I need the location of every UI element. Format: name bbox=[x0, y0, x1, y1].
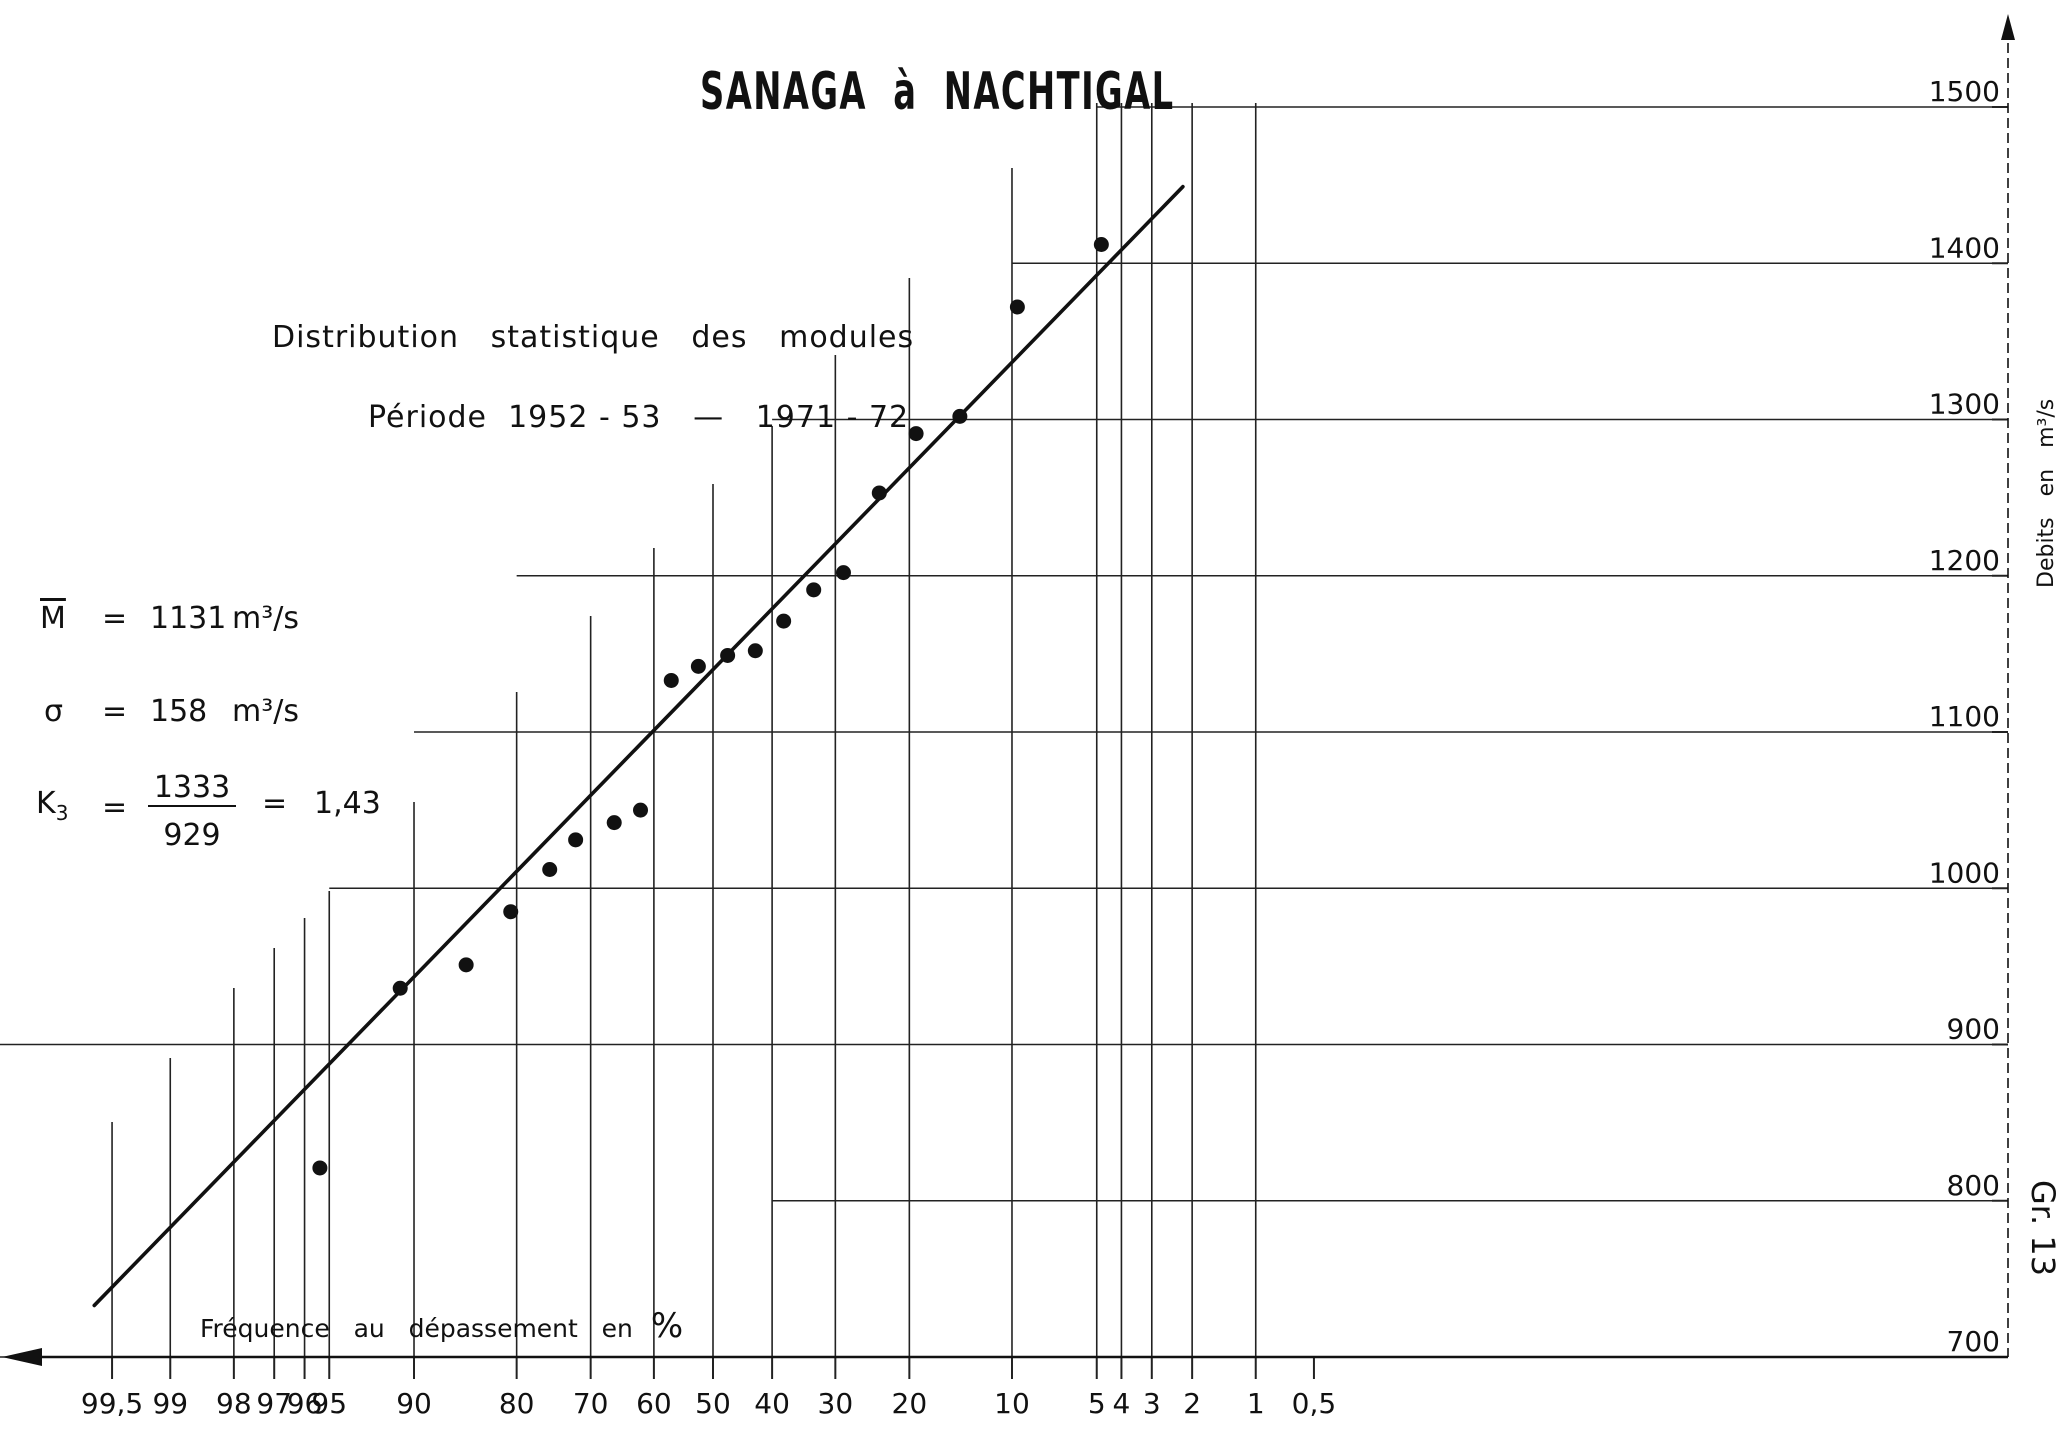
grid-lines bbox=[0, 103, 2008, 1358]
y-tick-label: 1000 bbox=[1929, 856, 2000, 889]
data-point bbox=[1009, 299, 1025, 315]
figure-reference: Gr. 13 bbox=[2024, 1180, 2062, 1277]
x-tick-label: 99 bbox=[152, 1387, 188, 1420]
data-point bbox=[690, 658, 706, 674]
x-axis-label-text: Fréquence au dépassement en bbox=[200, 1314, 633, 1343]
y-tick-label: 800 bbox=[1947, 1169, 2000, 1202]
mean-unit: m³/s bbox=[232, 601, 299, 636]
x-tick-label: 40 bbox=[754, 1387, 790, 1420]
y-tick-labels: 700 800 900 1000 1100 1200 1300 1400 1500 bbox=[1929, 75, 2000, 1358]
fit-line-group bbox=[92, 184, 1185, 1308]
data-points bbox=[312, 237, 1109, 1176]
k3-denominator: 929 bbox=[163, 818, 221, 853]
x-tick-label: 96 bbox=[287, 1387, 323, 1420]
y-tick-label: 1100 bbox=[1929, 700, 2000, 733]
x-tick-label: 80 bbox=[499, 1387, 535, 1420]
y-tick-label: 900 bbox=[1947, 1013, 2000, 1046]
x-tick-label: 0,5 bbox=[1292, 1387, 1337, 1420]
k3-eq-2: = bbox=[262, 786, 288, 821]
data-point bbox=[542, 862, 558, 877]
chart-subtitle-1: Distribution statistique des modules bbox=[272, 320, 915, 355]
x-tick-label: 97 bbox=[256, 1387, 292, 1420]
y-tick-label: 1500 bbox=[1929, 75, 2000, 108]
y-tick-label: 1300 bbox=[1929, 388, 2000, 421]
fit-line bbox=[92, 184, 1185, 1308]
data-point bbox=[747, 643, 763, 659]
x-tick-label: 70 bbox=[573, 1387, 609, 1420]
sigma-symbol: σ bbox=[44, 694, 64, 729]
y-axis-arrow bbox=[2001, 14, 2015, 40]
x-tick-label: 5 bbox=[1088, 1387, 1106, 1420]
x-tick-label: 20 bbox=[892, 1387, 928, 1420]
x-axis-unit: % bbox=[650, 1306, 684, 1346]
x-tick-label: 50 bbox=[695, 1387, 731, 1420]
k3-numerator: 1333 bbox=[148, 770, 236, 807]
mean-eq: = bbox=[102, 601, 128, 636]
x-tick-label: 99,5 bbox=[81, 1387, 143, 1420]
data-point bbox=[503, 904, 519, 920]
chart-subtitle-2: Période 1952 - 53 — 1971 - 72 bbox=[368, 400, 910, 435]
sigma-eq: = bbox=[102, 694, 128, 729]
data-point bbox=[806, 582, 822, 598]
mean-value: 1131 bbox=[150, 601, 227, 636]
k3-value: 1,43 bbox=[314, 786, 381, 821]
x-tick-label: 4 bbox=[1113, 1387, 1131, 1420]
data-point bbox=[606, 815, 622, 831]
data-point bbox=[663, 672, 679, 688]
x-tick-label: 90 bbox=[396, 1387, 432, 1420]
k3-symbol: K3 bbox=[36, 786, 69, 825]
data-point bbox=[871, 485, 887, 501]
x-axis-label: Fréquence au dépassement en% bbox=[200, 1306, 683, 1346]
x-tick-label: 3 bbox=[1143, 1387, 1161, 1420]
data-point bbox=[312, 1160, 328, 1176]
data-point bbox=[835, 565, 851, 581]
x-tick-label: 60 bbox=[636, 1387, 672, 1420]
y-axis-label: Debits en m³/s bbox=[2034, 398, 2059, 588]
k3-eq: = bbox=[102, 790, 128, 825]
data-point bbox=[908, 426, 924, 442]
data-point bbox=[392, 980, 408, 996]
x-tick-label: 30 bbox=[818, 1387, 854, 1420]
x-tick-label: 1 bbox=[1247, 1387, 1265, 1420]
x-tick-label: 2 bbox=[1183, 1387, 1201, 1420]
sigma-unit: m³/s bbox=[232, 694, 299, 729]
axes bbox=[2, 14, 2015, 1379]
y-tick-label: 700 bbox=[1947, 1325, 2000, 1358]
x-axis-arrow bbox=[2, 1348, 42, 1366]
mean-symbol: M bbox=[40, 601, 66, 636]
data-point bbox=[720, 647, 736, 663]
x-tick-label: 98 bbox=[216, 1387, 252, 1420]
data-point bbox=[1093, 237, 1109, 252]
y-tick-label: 1200 bbox=[1929, 544, 2000, 577]
x-tick-label: 95 bbox=[311, 1387, 347, 1420]
data-point bbox=[458, 957, 474, 973]
chart-title: SANAGA à NACHTIGAL bbox=[700, 62, 1175, 122]
data-point bbox=[633, 802, 649, 818]
y-tick-label: 1400 bbox=[1929, 231, 2000, 264]
data-point bbox=[952, 408, 968, 424]
data-point bbox=[568, 832, 584, 848]
data-point bbox=[776, 613, 792, 629]
x-tick-label: 10 bbox=[994, 1387, 1030, 1420]
sigma-value: 158 bbox=[150, 694, 208, 729]
